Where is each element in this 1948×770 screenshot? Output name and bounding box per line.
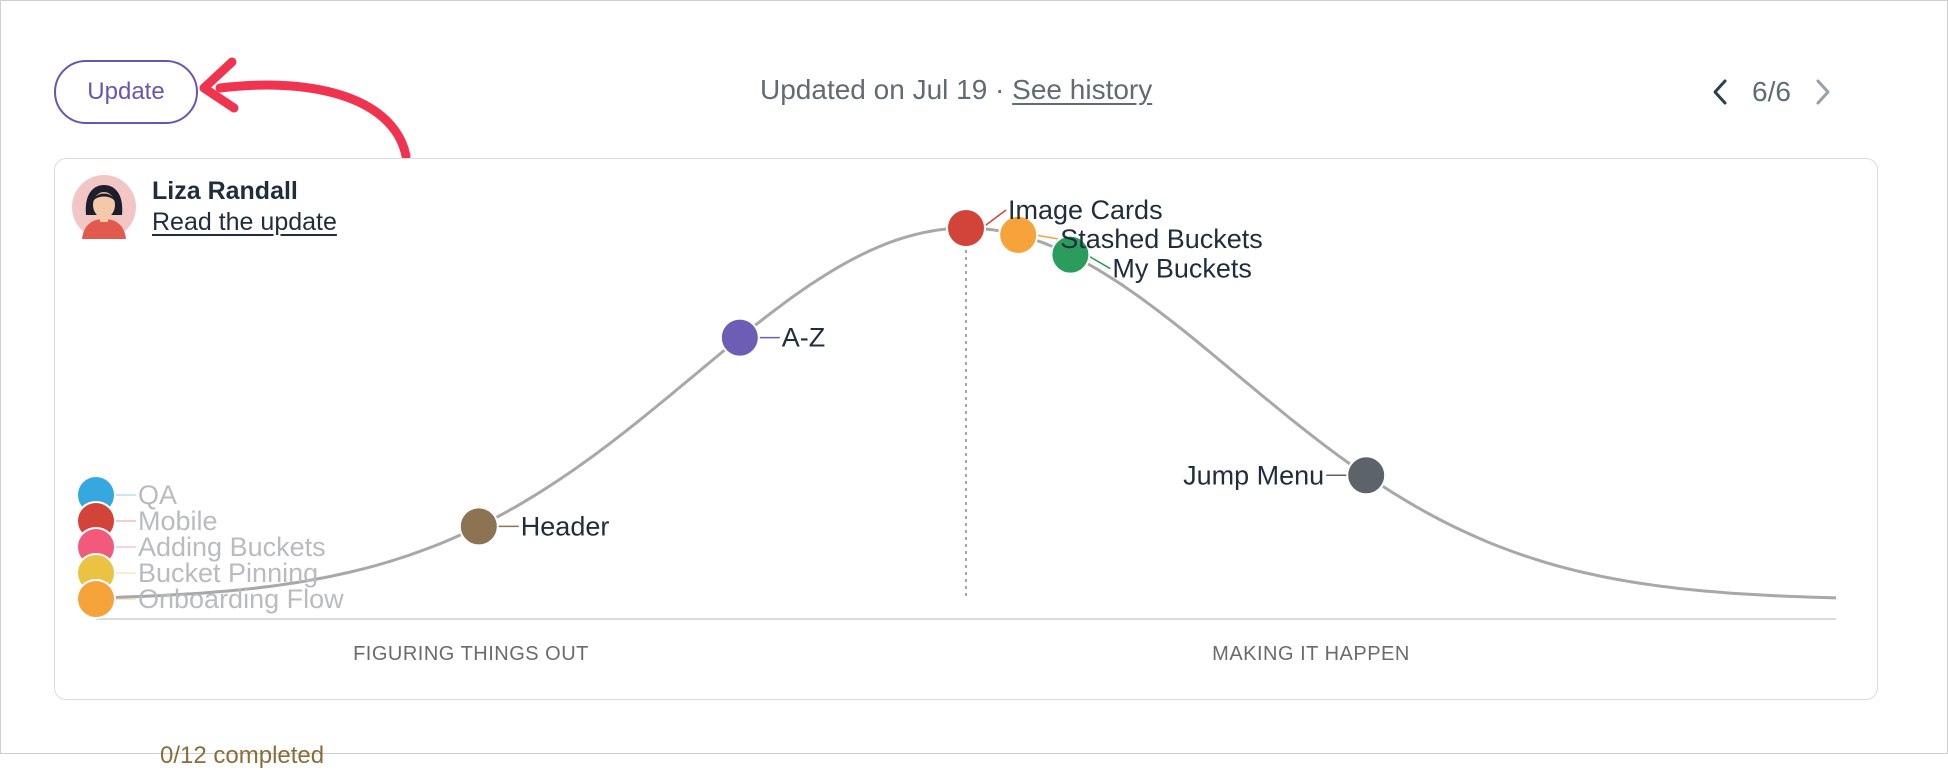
point-label: Jump Menu [1183,460,1324,490]
phase-label: MAKING IT HAPPEN [1212,643,1410,665]
completed-count: 0/12 completed [160,742,324,770]
point-dot [77,580,115,618]
point-dot [460,507,498,545]
point-dot [1347,456,1385,494]
hill-chart: FIGURING THINGS OUT MAKING IT HAPPENQAMob… [0,0,1948,754]
point-dot [721,319,759,357]
point-label: Onboarding Flow [138,584,344,614]
point-label: Stashed Buckets [1060,224,1263,254]
point-dot [947,209,985,247]
point-label: My Buckets [1112,254,1252,284]
point-label: Header [521,511,610,541]
phase-label: FIGURING THINGS OUT [353,643,589,665]
point-label: A-Z [782,323,826,353]
point-label: Image Cards [1008,195,1163,225]
